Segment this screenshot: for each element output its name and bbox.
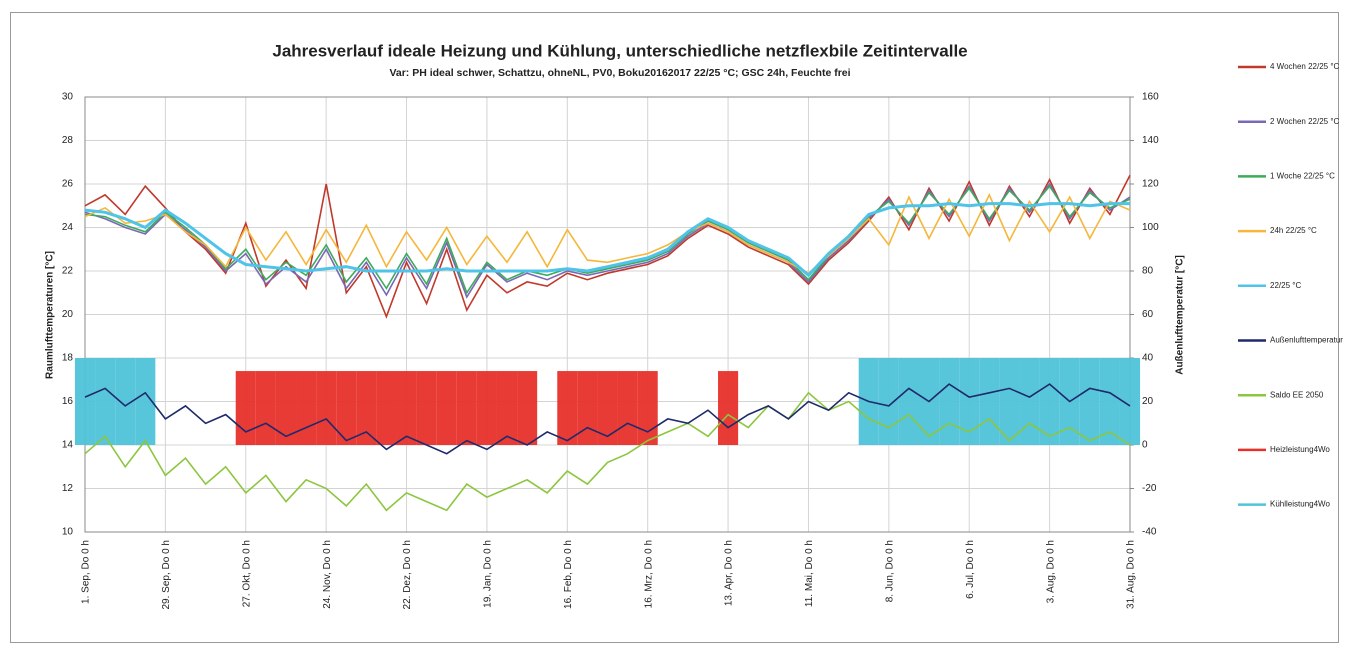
y-tick-label: 30 xyxy=(62,92,74,103)
chart-title: Jahresverlauf ideale Heizung und Kühlung… xyxy=(272,41,967,60)
y-tick-label: 18 xyxy=(62,353,74,364)
bar xyxy=(316,371,337,445)
bar xyxy=(115,358,136,445)
line xyxy=(84,174,1131,319)
y-tick-label: 16 xyxy=(62,396,74,407)
y2-tick-label: 120 xyxy=(1142,179,1159,190)
line xyxy=(84,383,1131,455)
y2-tick-label: 140 xyxy=(1142,135,1159,146)
bar xyxy=(95,358,116,445)
bar xyxy=(436,371,457,445)
y2-tick-label: 60 xyxy=(1142,309,1154,320)
x-tick-label: 16. Feb, Do 0 h xyxy=(563,540,574,609)
y2-axis-label: Außenlufttemperatur [°C] xyxy=(1175,255,1186,375)
legend-label: 24h 22/25 °C xyxy=(1270,226,1317,235)
x-tick-label: 16. Mrz, Do 0 h xyxy=(643,540,654,608)
frame xyxy=(10,12,1339,643)
bar xyxy=(476,371,497,445)
y-tick-label: 14 xyxy=(62,440,74,451)
x-tick-label: 13. Apr, Do 0 h xyxy=(724,540,735,606)
bar xyxy=(597,371,618,445)
y-tick-label: 20 xyxy=(62,309,74,320)
y2-tick-label: 20 xyxy=(1142,396,1154,407)
bar xyxy=(1079,358,1100,445)
bar xyxy=(979,358,1000,445)
bar xyxy=(577,371,598,445)
legend-label: Außenlufttemperatur xyxy=(1270,336,1343,345)
plot-border xyxy=(84,96,1131,533)
bar xyxy=(898,358,919,445)
bar xyxy=(296,371,317,445)
x-tick-label: 29. Sep, Do 0 h xyxy=(161,540,172,610)
line xyxy=(84,391,1131,512)
bar xyxy=(1119,358,1141,445)
legend-label: 2 Wochen 22/25 °C xyxy=(1270,117,1340,126)
bar xyxy=(557,371,578,445)
bar xyxy=(637,371,658,445)
bar xyxy=(135,358,156,445)
y2-tick-label: -20 xyxy=(1142,483,1157,494)
bar xyxy=(416,371,437,445)
y2-tick-label: 40 xyxy=(1142,353,1154,364)
y2-tick-label: -40 xyxy=(1142,527,1157,538)
x-tick-label: 3. Aug, Do 0 h xyxy=(1045,540,1056,603)
legend-label: Kühlleistung4Wo xyxy=(1270,500,1330,509)
legend-label: Saldo EE 2050 xyxy=(1270,390,1324,399)
bar xyxy=(1099,358,1120,445)
bar xyxy=(517,371,538,445)
x-tick-label: 1. Sep, Do 0 h xyxy=(81,540,92,604)
y2-tick-label: 100 xyxy=(1142,222,1159,233)
bar xyxy=(235,371,256,445)
y-tick-label: 10 xyxy=(62,527,74,538)
y-tick-label: 22 xyxy=(62,266,74,277)
y2-tick-label: 80 xyxy=(1142,266,1154,277)
bar xyxy=(939,358,960,445)
x-tick-label: 31. Aug, Do 0 h xyxy=(1126,540,1137,609)
bar xyxy=(74,358,96,445)
legend-label: Heizleistung4Wo xyxy=(1270,445,1330,454)
bar xyxy=(959,358,980,445)
bar xyxy=(718,371,739,445)
line xyxy=(84,202,1130,278)
bar xyxy=(376,371,397,445)
bar xyxy=(617,371,638,445)
bar xyxy=(999,358,1020,445)
bar xyxy=(396,371,417,445)
y-tick-label: 24 xyxy=(62,222,74,233)
y-axis-label: Raumlufttemperaturen [°C] xyxy=(45,251,56,379)
bar xyxy=(496,371,518,445)
bar xyxy=(1039,358,1060,445)
line xyxy=(84,192,1131,275)
x-tick-label: 11. Mai, Do 0 h xyxy=(804,540,815,607)
x-tick-label: 24. Nov, Do 0 h xyxy=(322,540,333,609)
legend-label: 4 Wochen 22/25 °C xyxy=(1270,62,1340,71)
x-tick-label: 19. Jan, Do 0 h xyxy=(483,540,494,608)
legend-label: 22/25 °C xyxy=(1270,281,1301,290)
legend-label: 1 Woche 22/25 °C xyxy=(1270,172,1335,181)
bar xyxy=(356,371,377,445)
x-tick-label: 8. Jun, Do 0 h xyxy=(884,540,895,602)
y-tick-label: 26 xyxy=(62,179,74,190)
y2-tick-label: 0 xyxy=(1142,440,1148,451)
x-tick-label: 27. Okt, Do 0 h xyxy=(241,540,252,607)
bar xyxy=(878,358,899,445)
bar xyxy=(1019,358,1040,445)
bar xyxy=(336,371,357,445)
y-tick-label: 12 xyxy=(62,483,74,494)
bar xyxy=(456,371,477,445)
chart-subtitle: Var: PH ideal schwer, Schattzu, ohneNL, … xyxy=(389,67,850,79)
x-tick-label: 22. Dez, Do 0 h xyxy=(402,540,413,609)
bar xyxy=(255,371,276,445)
line xyxy=(84,184,1131,295)
y2-tick-label: 160 xyxy=(1142,92,1159,103)
y-tick-label: 28 xyxy=(62,135,74,146)
bar xyxy=(275,371,297,445)
x-tick-label: 6. Jul, Do 0 h xyxy=(965,540,976,599)
line xyxy=(84,182,1131,299)
